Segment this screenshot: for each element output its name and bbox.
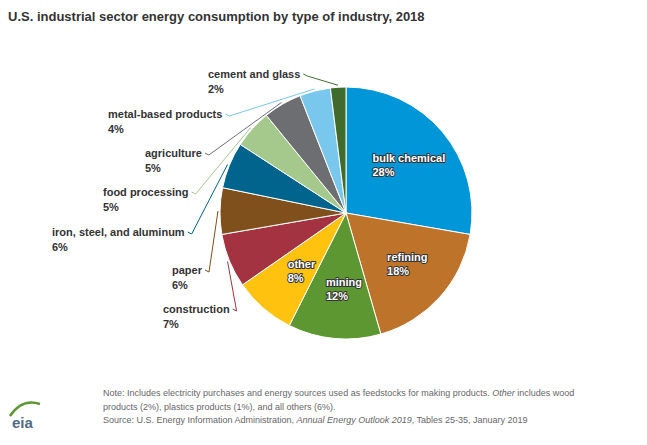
note-text: Other <box>492 388 516 398</box>
slice-label: bulk chemical <box>372 152 445 164</box>
data-label: 12% <box>326 290 348 302</box>
data-label: 6% <box>172 279 188 291</box>
data-label: 28% <box>372 166 394 178</box>
note-text: , Tables 25-35, January 2019 <box>412 415 528 425</box>
note-line: Note: Includes electricity purchases and… <box>103 388 574 398</box>
data-label: 6% <box>52 241 68 253</box>
slice-label: cement and glass <box>208 68 300 80</box>
logo: eia <box>10 403 40 432</box>
slice-label: refining <box>387 251 427 263</box>
pie <box>220 87 472 339</box>
note-line: products (2%), plastics products (1%), a… <box>103 402 336 412</box>
leader-line <box>192 128 251 194</box>
data-label: 5% <box>145 162 161 174</box>
chart: U.S. industrial sector energy consumptio… <box>0 0 647 445</box>
labels: bulk chemical 28% refining 18% mining 12% othe… <box>52 68 445 330</box>
slice-label: food processing <box>103 186 189 198</box>
data-label: 4% <box>108 123 124 135</box>
leader-line <box>205 211 218 272</box>
data-label: 5% <box>103 201 119 213</box>
pie-slice <box>346 87 472 234</box>
pie-slice <box>330 87 346 213</box>
data-label: 18% <box>387 265 409 277</box>
note: Note: Includes electricity purchases and… <box>103 388 574 425</box>
data-label: 2% <box>208 83 224 95</box>
note-text: Note: Includes electricity purchases and… <box>103 388 492 398</box>
leader-line <box>228 262 237 311</box>
slice-label: other <box>288 258 316 270</box>
slice-label: construction <box>163 303 230 315</box>
slice-label: mining <box>326 276 362 288</box>
note-text: includes wood <box>515 388 575 398</box>
leader-line <box>303 74 338 85</box>
note-text: Annual Energy Outlook 2019 <box>296 415 412 425</box>
data-label: 7% <box>163 318 179 330</box>
logo-text: eia <box>12 414 34 431</box>
slice-label: metal-based products <box>108 108 222 120</box>
slice-label: paper <box>172 264 203 276</box>
note-text: Source: U.S. Energy Information Administ… <box>103 415 297 425</box>
slice-label: agriculture <box>145 147 202 159</box>
pie-slice <box>300 88 346 213</box>
leader-line <box>225 89 314 116</box>
leader-line <box>188 164 228 234</box>
data-label: 8% <box>288 272 304 284</box>
slice-label: iron, steel, and aluminum <box>52 226 185 238</box>
note-line: Source: U.S. Energy Information Administ… <box>103 415 528 425</box>
title: U.S. industrial sector energy consumptio… <box>8 9 425 24</box>
note-text: products (2%), plastics products (1%), a… <box>103 402 336 412</box>
